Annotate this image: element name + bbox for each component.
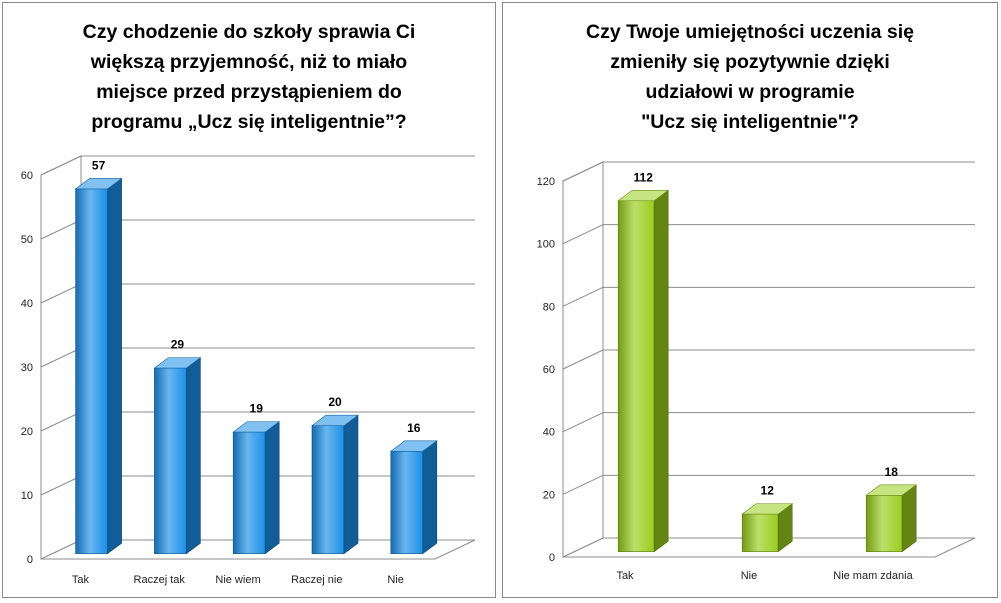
bar-chart-left: 0 10 20 30 40 50 60 57 Tak 29 Raczej tak 19 Nie wiem…: [21, 155, 476, 586]
bar-top: [617, 189, 670, 202]
category-label: Raczej tak: [134, 574, 186, 586]
gridline-diagonal: [562, 349, 604, 370]
y-tick-label: 40: [21, 298, 33, 310]
y-tick-label: 20: [21, 426, 33, 438]
bar-front: [154, 367, 187, 554]
chart-panel-left: Czy chodzenie do szkoły sprawia Ci więks…: [2, 2, 496, 598]
bar-side: [107, 177, 122, 555]
category-label: Nie mam zdania: [833, 570, 913, 582]
bar: [865, 484, 918, 553]
bar-side: [901, 484, 917, 553]
gridline-diagonal: [40, 475, 82, 496]
bar-front: [865, 494, 903, 552]
bar: [153, 357, 202, 555]
bar: [741, 503, 794, 553]
bar-top: [741, 503, 794, 515]
category-label: Raczej nie: [291, 574, 342, 586]
data-label: 12: [761, 484, 775, 498]
bar-front: [311, 425, 345, 554]
bar-top: [389, 440, 438, 452]
bar-front: [75, 188, 108, 554]
bar-front: [741, 513, 779, 552]
bar-side: [186, 357, 201, 555]
bar-front: [232, 431, 266, 554]
gridline-diagonal: [562, 474, 604, 495]
gridline-diagonal: [562, 412, 604, 433]
category-label: Nie: [387, 574, 404, 586]
data-label: 18: [885, 465, 899, 479]
category-label: Nie wiem: [215, 574, 260, 586]
chart-panel-right: Czy Twoje umiejętności uczenia się zmien…: [502, 2, 998, 598]
y-tick-label: 0: [27, 554, 33, 566]
y-tick-label: 30: [21, 362, 33, 374]
gridline-diagonal: [562, 161, 604, 182]
bar-top: [311, 414, 359, 426]
gridline-diagonal: [40, 411, 82, 432]
y-tick-label: 40: [543, 427, 555, 439]
data-label: 112: [634, 170, 654, 184]
data-label: 29: [171, 338, 185, 352]
y-tick-label: 100: [537, 239, 555, 251]
gridline-diagonal: [40, 283, 82, 304]
y-tick-label: 120: [537, 176, 555, 188]
chart-title: Czy chodzenie do szkoły sprawia Ci więks…: [82, 21, 416, 133]
bar: [311, 414, 359, 555]
bar-top: [74, 178, 123, 190]
y-tick-label: 10: [21, 490, 33, 502]
y-tick-label: 20: [543, 489, 555, 501]
y-tick-label: 0: [549, 552, 555, 564]
category-label: Nie: [741, 570, 758, 582]
gridline-diagonal: [40, 347, 82, 368]
bar-side: [343, 414, 359, 555]
y-tick-label: 50: [21, 234, 33, 246]
bar-top: [865, 484, 918, 496]
data-label: 16: [407, 421, 421, 435]
bar-side: [264, 421, 280, 555]
bar: [232, 421, 281, 555]
bar-front: [390, 450, 424, 554]
data-label: 19: [250, 402, 264, 416]
y-tick-label: 60: [543, 364, 555, 376]
y-tick-label: 80: [543, 301, 555, 313]
category-label: Tak: [616, 570, 634, 582]
bar: [389, 440, 438, 555]
chart-title: Czy Twoje umiejętności uczenia się zmien…: [586, 21, 914, 133]
bar-side: [653, 189, 669, 553]
bar: [74, 177, 123, 555]
bar-front: [617, 200, 655, 552]
gridline-diagonal: [562, 286, 604, 307]
gridline-diagonal: [40, 219, 82, 240]
y-tick-label: 60: [21, 170, 33, 182]
data-label: 57: [92, 158, 106, 172]
gridline-diagonal: [40, 155, 82, 176]
bar-top: [232, 421, 281, 433]
gridline-diagonal: [562, 224, 604, 245]
bar-chart-right: 0 20 40 60 80 100 120 112 Tak 12 Nie 18 Nie mam zdan…: [537, 161, 976, 582]
bar-top: [153, 357, 202, 369]
bar: [617, 189, 670, 553]
data-label: 20: [328, 395, 342, 409]
category-label: Tak: [72, 574, 90, 586]
bar-side: [422, 440, 438, 555]
